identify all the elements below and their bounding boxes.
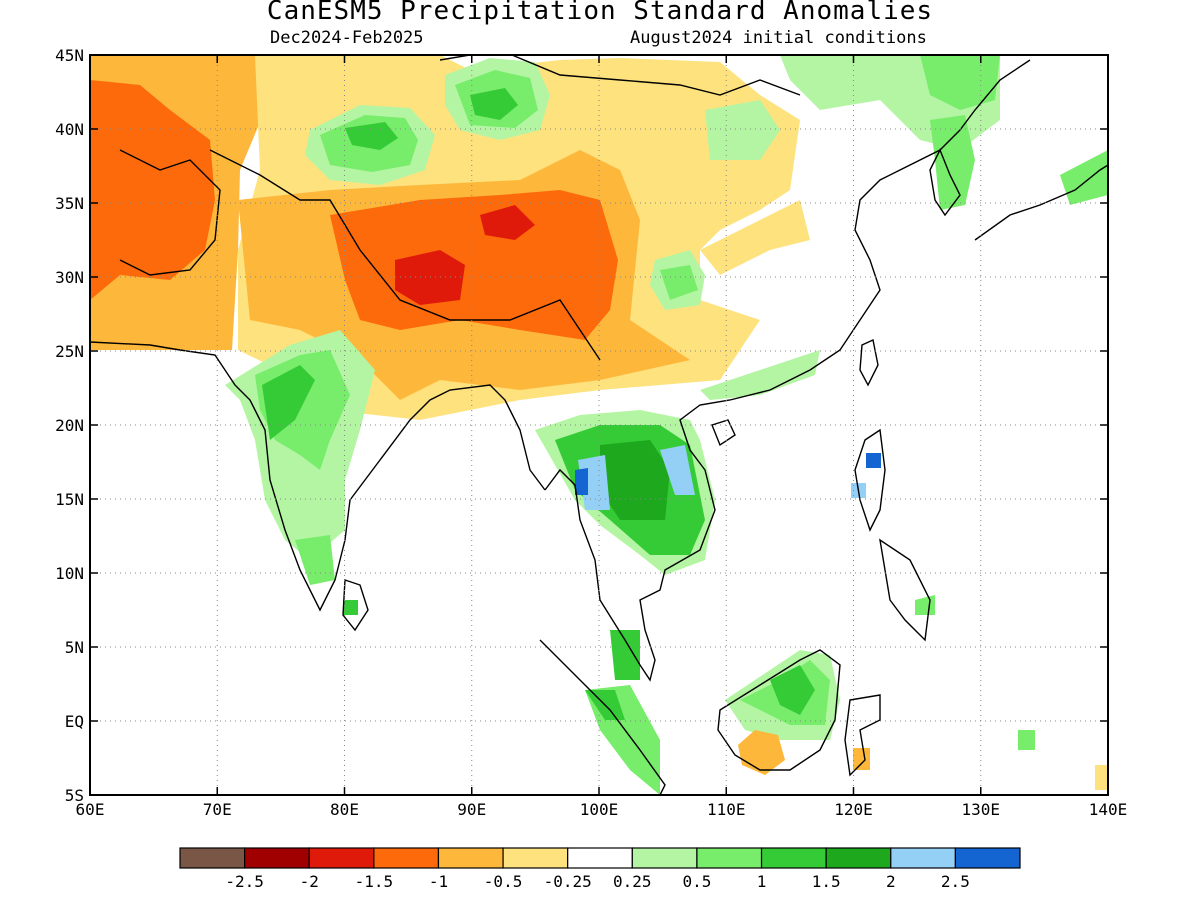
anomaly-area-new-guinea xyxy=(1018,730,1035,750)
anomaly-area-laos-wet xyxy=(660,445,695,495)
coastlines xyxy=(90,55,1108,795)
lat-tick-label: 20N xyxy=(55,416,84,435)
lat-tick-label: 5S xyxy=(65,786,84,805)
colorbar-label: -2 xyxy=(300,872,319,891)
coastline-luzon xyxy=(854,428,886,532)
anomaly-area-india-core xyxy=(262,365,315,440)
lat-tick-label: 5N xyxy=(65,638,84,657)
lon-tick-label: 120E xyxy=(834,800,873,819)
anomaly-area-japan xyxy=(1060,150,1108,205)
colorbar-label: 2 xyxy=(886,872,896,891)
anomaly-area-myanmar-core xyxy=(575,468,588,495)
lon-tick-label: 80E xyxy=(330,800,359,819)
anomaly-area-north-china-strip xyxy=(700,200,810,275)
anomaly-area-tibet-peak-east xyxy=(480,205,535,240)
border-mongolia xyxy=(439,55,801,96)
lon-tick-label: 100E xyxy=(580,800,619,819)
axis-ticks: 60E 70E 80E 90E 100E 110E 120E 130E 140E 45N 40N 35… xyxy=(55,46,1127,819)
lat-tick-label: 15N xyxy=(55,490,84,509)
colorbar-swatch xyxy=(308,847,375,869)
colorbar-swatch xyxy=(437,847,504,869)
lat-tick-label: 25N xyxy=(55,342,84,361)
colorbar-swatch xyxy=(567,847,633,869)
anomaly-area-south-india xyxy=(295,535,335,585)
coastline-philippines-south xyxy=(879,538,931,642)
anomaly-area-northeast-asia-core xyxy=(920,55,1000,110)
colorbar-swatch xyxy=(760,847,827,869)
colorbar-label: -1 xyxy=(429,872,448,891)
colorbar-label: 1 xyxy=(757,872,767,891)
anomaly-area-sichuan-core xyxy=(660,265,698,300)
colorbar-swatch xyxy=(502,847,569,869)
coastline-hainan xyxy=(711,419,736,447)
anomaly-area-borneo-core xyxy=(770,665,815,715)
anomaly-area-south-china xyxy=(700,350,820,400)
lat-tick-label: 40N xyxy=(55,120,84,139)
colorbar-swatch xyxy=(890,847,956,869)
border-himalaya xyxy=(209,149,601,361)
lon-tick-label: 140E xyxy=(1089,800,1128,819)
lat-tick-label: 10N xyxy=(55,564,84,583)
coastline-taiwan xyxy=(859,338,879,387)
anomaly-area-peninsula xyxy=(610,630,640,680)
coastline-sri-lanka xyxy=(342,579,369,632)
colorbar-swatch xyxy=(631,847,698,869)
anomaly-area-tian-shan-core xyxy=(345,122,398,150)
colorbar-swatch xyxy=(696,847,763,869)
colorbar-swatch xyxy=(179,847,246,869)
anomaly-area-east-timor xyxy=(1095,765,1108,790)
coastline-india xyxy=(90,341,546,612)
coastline-sumatra xyxy=(539,639,666,795)
colorbar-label: -1.5 xyxy=(355,872,394,891)
initial-conditions-label: August2024 initial conditions xyxy=(630,28,927,48)
anomaly-area-iran-core xyxy=(90,80,215,300)
anomaly-area-sri-lanka xyxy=(343,600,358,615)
lon-tick-label: 110E xyxy=(707,800,746,819)
colorbar-label: 1.5 xyxy=(812,872,841,891)
colorbar-label: 2.5 xyxy=(941,872,970,891)
map-title: CanESM5 Precipitation Standard Anomalies xyxy=(266,0,934,26)
anomaly-area-north-china-green xyxy=(705,100,780,160)
lat-tick-label: EQ xyxy=(65,712,84,731)
anomaly-area-sulawesi xyxy=(853,748,870,770)
lon-tick-label: 130E xyxy=(961,800,1000,819)
anomaly-area-korea xyxy=(930,115,975,210)
colorbar-label: 0.25 xyxy=(613,872,652,891)
lat-tick-label: 35N xyxy=(55,194,84,213)
lon-tick-label: 60E xyxy=(76,800,105,819)
anomaly-area-mindanao xyxy=(915,595,935,615)
lat-tick-label: 30N xyxy=(55,268,84,287)
anomaly-area-south-borneo xyxy=(738,730,785,775)
coastline-borneo xyxy=(717,649,841,771)
lon-tick-label: 90E xyxy=(457,800,486,819)
coastline-sulawesi xyxy=(844,694,881,777)
anomaly-area-indochina-core xyxy=(600,440,670,520)
colorbar-swatch xyxy=(825,847,892,869)
colorbar-label: 0.5 xyxy=(682,872,711,891)
colorbar-swatch xyxy=(954,847,1021,869)
colorbar-label: -0.25 xyxy=(544,872,592,891)
anomaly-area-mongolia-core xyxy=(470,88,518,120)
coastline-japan xyxy=(974,164,1108,241)
colorbar: -2.5 -2 -1.5 -1 -0.5 -0.25 0.25 0.5 1 1.5 2 2.5 xyxy=(179,847,1021,891)
colorbar-label: -0.5 xyxy=(484,872,523,891)
colorbar-label: -2.5 xyxy=(225,872,264,891)
colorbar-swatch xyxy=(244,847,310,869)
coastline-indochina xyxy=(544,59,1031,682)
coastline-korea xyxy=(929,148,961,217)
anomaly-area-tibet-core xyxy=(330,190,618,340)
season-label: Dec2024-Feb2025 xyxy=(270,28,424,48)
anomaly-field xyxy=(90,55,1108,795)
anomaly-area-luzon-core xyxy=(866,453,881,468)
map-grid xyxy=(90,55,1108,795)
colorbar-swatch xyxy=(373,847,440,869)
lon-tick-label: 70E xyxy=(203,800,232,819)
lat-tick-label: 45N xyxy=(55,46,84,65)
